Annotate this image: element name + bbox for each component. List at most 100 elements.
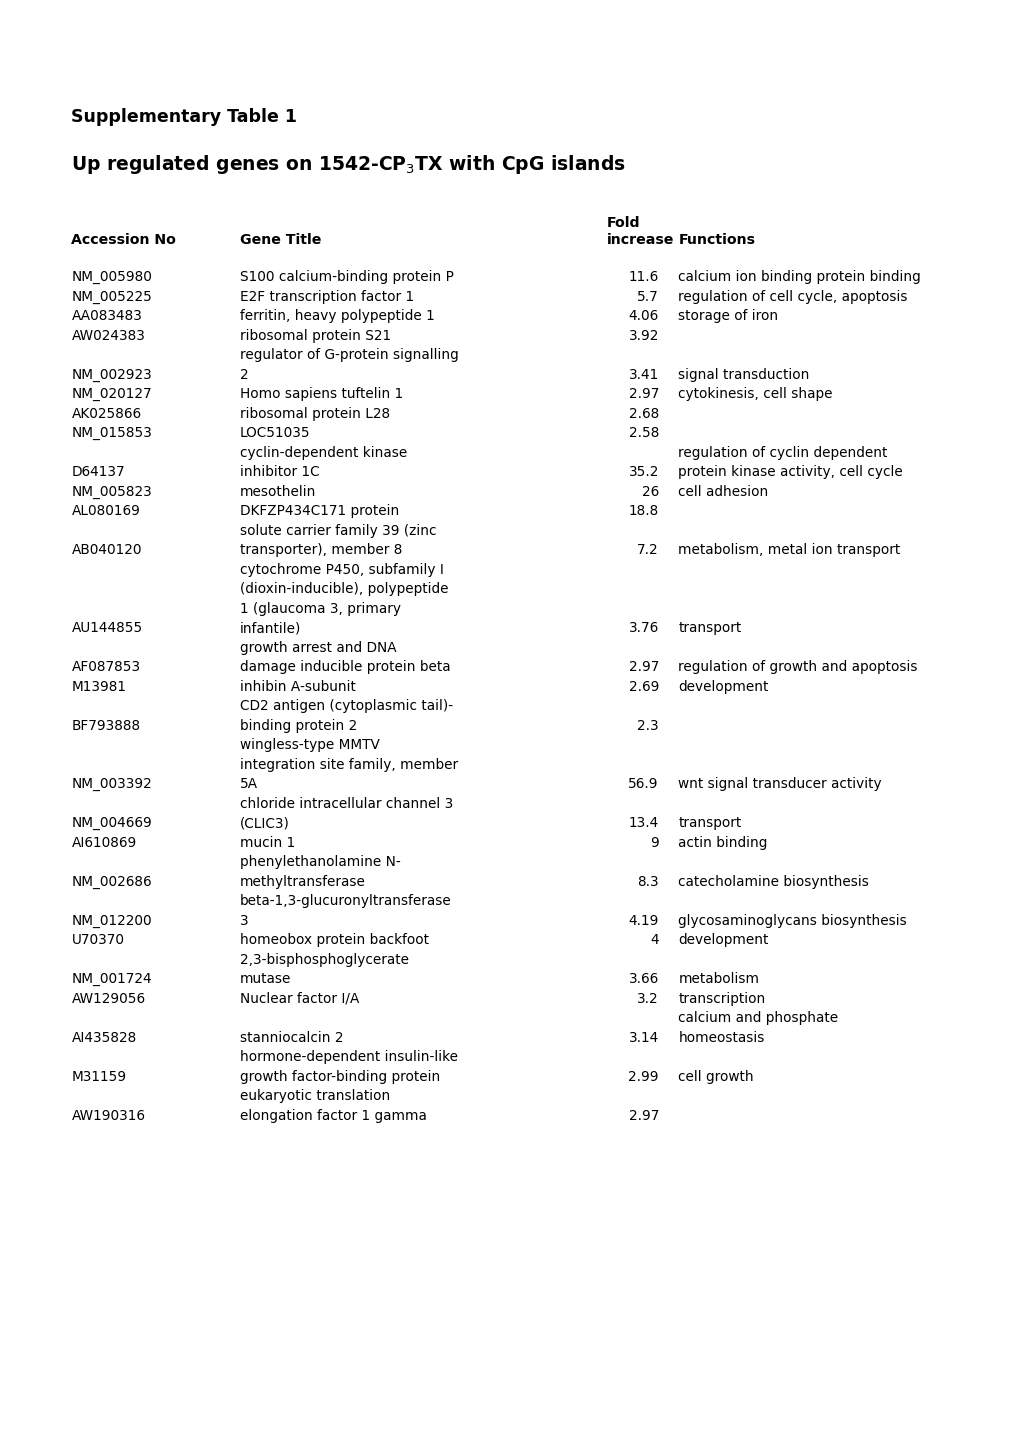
Text: 4.06: 4.06 [628, 309, 658, 323]
Text: U70370: U70370 [71, 934, 124, 947]
Text: cytokinesis, cell shape: cytokinesis, cell shape [678, 387, 832, 401]
Text: 7.2: 7.2 [637, 543, 658, 557]
Text: (dioxin-inducible), polypeptide: (dioxin-inducible), polypeptide [239, 582, 447, 596]
Text: transport: transport [678, 620, 741, 635]
Text: 2.58: 2.58 [628, 426, 658, 440]
Text: NM_012200: NM_012200 [71, 913, 152, 928]
Text: 4: 4 [650, 934, 658, 947]
Text: calcium ion binding protein binding: calcium ion binding protein binding [678, 270, 920, 284]
Text: regulation of cyclin dependent: regulation of cyclin dependent [678, 446, 887, 459]
Text: infantile): infantile) [239, 620, 301, 635]
Text: binding protein 2: binding protein 2 [239, 719, 357, 733]
Text: AW190316: AW190316 [71, 1108, 146, 1123]
Text: BF793888: BF793888 [71, 719, 141, 733]
Text: transporter), member 8: transporter), member 8 [239, 543, 401, 557]
Text: integration site family, member: integration site family, member [239, 758, 458, 772]
Text: glycosaminoglycans biosynthesis: glycosaminoglycans biosynthesis [678, 913, 906, 928]
Text: AU144855: AU144855 [71, 620, 143, 635]
Text: mesothelin: mesothelin [239, 485, 316, 498]
Text: calcium and phosphate: calcium and phosphate [678, 1012, 838, 1025]
Text: 2.97: 2.97 [628, 387, 658, 401]
Text: inhibitor 1C: inhibitor 1C [239, 465, 319, 479]
Text: development: development [678, 680, 768, 694]
Text: 2,3-bisphosphoglycerate: 2,3-bisphosphoglycerate [239, 952, 409, 967]
Text: actin binding: actin binding [678, 835, 767, 850]
Text: 2.99: 2.99 [628, 1069, 658, 1084]
Text: metabolism: metabolism [678, 973, 758, 986]
Text: NM_005823: NM_005823 [71, 485, 152, 498]
Text: LOC51035: LOC51035 [239, 426, 310, 440]
Text: 3: 3 [239, 913, 248, 928]
Text: NM_002686: NM_002686 [71, 874, 152, 889]
Text: AI610869: AI610869 [71, 835, 137, 850]
Text: M31159: M31159 [71, 1069, 126, 1084]
Text: Functions: Functions [678, 232, 754, 247]
Text: AL080169: AL080169 [71, 504, 141, 518]
Text: methyltransferase: methyltransferase [239, 874, 365, 889]
Text: protein kinase activity, cell cycle: protein kinase activity, cell cycle [678, 465, 902, 479]
Text: damage inducible protein beta: damage inducible protein beta [239, 659, 449, 674]
Text: E2F transcription factor 1: E2F transcription factor 1 [239, 290, 414, 303]
Text: NM_003392: NM_003392 [71, 776, 152, 791]
Text: AF087853: AF087853 [71, 659, 141, 674]
Text: D64137: D64137 [71, 465, 125, 479]
Text: mutase: mutase [239, 973, 290, 986]
Text: cell growth: cell growth [678, 1069, 753, 1084]
Text: metabolism, metal ion transport: metabolism, metal ion transport [678, 543, 900, 557]
Text: homeobox protein backfoot: homeobox protein backfoot [239, 934, 428, 947]
Text: wingless-type MMTV: wingless-type MMTV [239, 737, 379, 752]
Text: growth factor-binding protein: growth factor-binding protein [239, 1069, 439, 1084]
Text: NM_004669: NM_004669 [71, 815, 152, 830]
Text: ribosomal protein L28: ribosomal protein L28 [239, 407, 389, 420]
Text: 2.97: 2.97 [628, 659, 658, 674]
Text: cyclin-dependent kinase: cyclin-dependent kinase [239, 446, 407, 459]
Text: stanniocalcin 2: stanniocalcin 2 [239, 1030, 342, 1045]
Text: eukaryotic translation: eukaryotic translation [239, 1089, 389, 1102]
Text: solute carrier family 39 (zinc: solute carrier family 39 (zinc [239, 524, 436, 537]
Text: beta-1,3-glucuronyltransferase: beta-1,3-glucuronyltransferase [239, 895, 451, 908]
Text: Up regulated genes on 1542-CP$_3$TX with CpG islands: Up regulated genes on 1542-CP$_3$TX with… [71, 153, 626, 176]
Text: 2.69: 2.69 [628, 680, 658, 694]
Text: NM_002923: NM_002923 [71, 368, 152, 381]
Text: 26: 26 [641, 485, 658, 498]
Text: AB040120: AB040120 [71, 543, 142, 557]
Text: NM_005225: NM_005225 [71, 290, 152, 303]
Text: phenylethanolamine N-: phenylethanolamine N- [239, 856, 400, 869]
Text: AA083483: AA083483 [71, 309, 142, 323]
Text: DKFZP434C171 protein: DKFZP434C171 protein [239, 504, 398, 518]
Text: wnt signal transducer activity: wnt signal transducer activity [678, 776, 881, 791]
Text: 9: 9 [649, 835, 658, 850]
Text: cell adhesion: cell adhesion [678, 485, 767, 498]
Text: 1 (glaucoma 3, primary: 1 (glaucoma 3, primary [239, 602, 400, 616]
Text: increase: increase [606, 232, 674, 247]
Text: NM_001724: NM_001724 [71, 973, 152, 986]
Text: 35.2: 35.2 [628, 465, 658, 479]
Text: 3.14: 3.14 [628, 1030, 658, 1045]
Text: 2.3: 2.3 [637, 719, 658, 733]
Text: (CLIC3): (CLIC3) [239, 815, 289, 830]
Text: Homo sapiens tuftelin 1: Homo sapiens tuftelin 1 [239, 387, 403, 401]
Text: regulation of growth and apoptosis: regulation of growth and apoptosis [678, 659, 917, 674]
Text: 3.66: 3.66 [628, 973, 658, 986]
Text: inhibin A-subunit: inhibin A-subunit [239, 680, 356, 694]
Text: signal transduction: signal transduction [678, 368, 809, 381]
Text: 11.6: 11.6 [628, 270, 658, 284]
Text: catecholamine biosynthesis: catecholamine biosynthesis [678, 874, 868, 889]
Text: Nuclear factor I/A: Nuclear factor I/A [239, 991, 359, 1006]
Text: 2: 2 [239, 368, 248, 381]
Text: storage of iron: storage of iron [678, 309, 777, 323]
Text: NM_015853: NM_015853 [71, 426, 152, 440]
Text: hormone-dependent insulin-like: hormone-dependent insulin-like [239, 1051, 458, 1063]
Text: AI435828: AI435828 [71, 1030, 137, 1045]
Text: CD2 antigen (cytoplasmic tail)-: CD2 antigen (cytoplasmic tail)- [239, 698, 452, 713]
Text: homeostasis: homeostasis [678, 1030, 764, 1045]
Text: mucin 1: mucin 1 [239, 835, 294, 850]
Text: chloride intracellular channel 3: chloride intracellular channel 3 [239, 797, 452, 811]
Text: ribosomal protein S21: ribosomal protein S21 [239, 329, 390, 342]
Text: regulation of cell cycle, apoptosis: regulation of cell cycle, apoptosis [678, 290, 907, 303]
Text: growth arrest and DNA: growth arrest and DNA [239, 641, 396, 655]
Text: 3.2: 3.2 [637, 991, 658, 1006]
Text: NM_020127: NM_020127 [71, 387, 152, 401]
Text: 5A: 5A [239, 776, 258, 791]
Text: transport: transport [678, 815, 741, 830]
